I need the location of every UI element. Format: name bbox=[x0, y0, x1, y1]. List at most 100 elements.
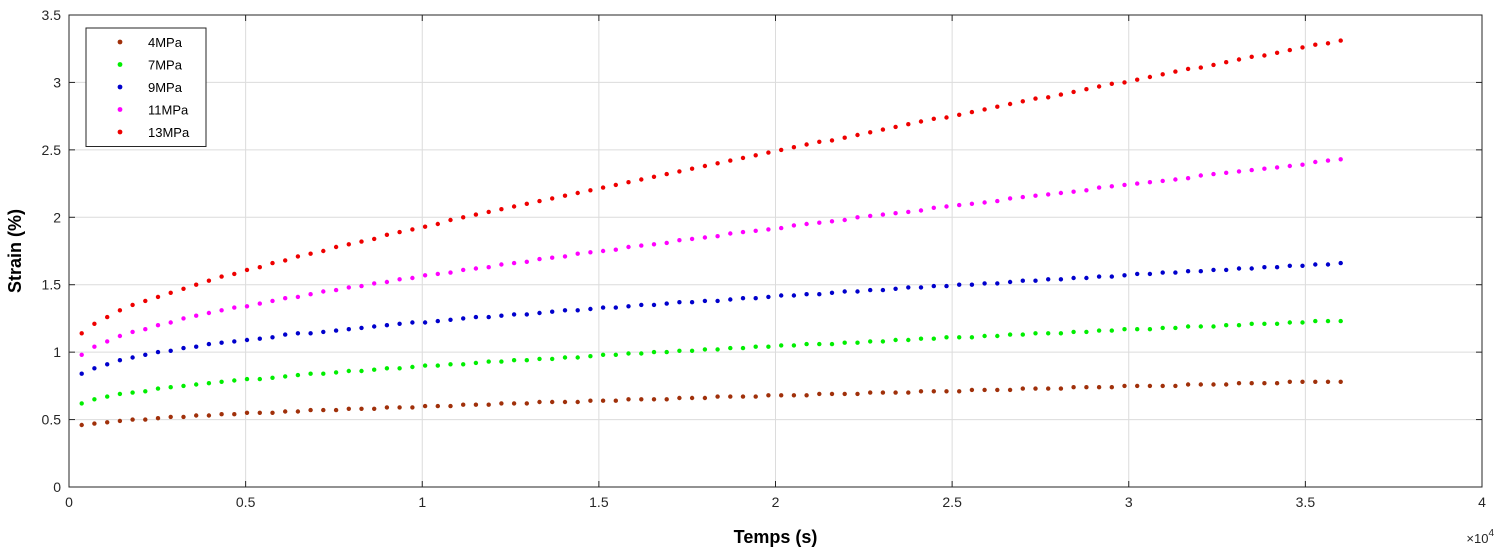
data-point bbox=[575, 190, 580, 196]
data-point bbox=[918, 208, 924, 213]
y-tick-label: 2 bbox=[53, 209, 61, 225]
data-point bbox=[855, 340, 860, 345]
series-13MPa bbox=[79, 38, 1343, 336]
data-point bbox=[588, 398, 593, 403]
data-point bbox=[1033, 331, 1038, 336]
data-point bbox=[244, 304, 250, 309]
data-point bbox=[448, 317, 453, 322]
data-point bbox=[1287, 163, 1293, 169]
data-point bbox=[422, 403, 428, 409]
data-point bbox=[537, 310, 542, 316]
data-point bbox=[944, 283, 949, 289]
data-point bbox=[1338, 260, 1343, 266]
data-point bbox=[473, 314, 479, 320]
data-point bbox=[1122, 383, 1127, 389]
data-point bbox=[1147, 327, 1153, 332]
data-point bbox=[575, 399, 580, 405]
legend-label: 4MPa bbox=[148, 35, 183, 50]
data-point bbox=[957, 335, 962, 340]
data-point bbox=[1185, 176, 1191, 181]
data-point bbox=[1084, 329, 1089, 335]
data-point bbox=[1224, 382, 1229, 387]
data-point bbox=[969, 282, 975, 287]
legend-label: 9MPa bbox=[148, 80, 183, 95]
data-point bbox=[918, 336, 924, 341]
data-point bbox=[944, 204, 949, 209]
data-point bbox=[1147, 383, 1153, 389]
data-point bbox=[537, 399, 542, 405]
x-tick-label: 0.5 bbox=[236, 494, 256, 510]
data-point bbox=[1071, 385, 1076, 390]
x-tick-label: 2 bbox=[772, 494, 780, 510]
data-point bbox=[779, 293, 784, 298]
data-point bbox=[982, 281, 987, 286]
data-point bbox=[79, 401, 84, 406]
data-point bbox=[1236, 323, 1242, 328]
data-point bbox=[969, 387, 975, 393]
data-point bbox=[1046, 277, 1051, 282]
data-point bbox=[486, 359, 491, 364]
data-point bbox=[1071, 89, 1076, 95]
data-point bbox=[728, 297, 733, 302]
data-point bbox=[766, 294, 771, 300]
data-point bbox=[969, 201, 975, 206]
data-point bbox=[931, 389, 936, 394]
data-point bbox=[753, 394, 758, 399]
data-point bbox=[1211, 62, 1216, 68]
data-point bbox=[244, 337, 250, 343]
data-point bbox=[689, 395, 695, 401]
data-point bbox=[1325, 158, 1331, 163]
data-point bbox=[982, 200, 987, 205]
y-tick-label: 2.5 bbox=[42, 142, 62, 158]
data-point bbox=[244, 376, 250, 382]
data-point bbox=[1033, 278, 1038, 283]
data-point bbox=[982, 333, 987, 339]
data-point bbox=[219, 308, 224, 313]
data-point bbox=[461, 402, 466, 407]
data-point bbox=[79, 422, 84, 428]
data-point bbox=[524, 259, 529, 264]
data-point bbox=[92, 421, 97, 426]
data-point bbox=[1262, 265, 1267, 270]
data-point bbox=[1173, 325, 1178, 331]
data-point bbox=[664, 171, 669, 177]
data-point bbox=[232, 378, 237, 383]
data-point bbox=[359, 325, 364, 331]
data-point bbox=[1033, 96, 1038, 101]
data-point bbox=[613, 247, 618, 252]
data-point bbox=[244, 267, 250, 273]
data-point bbox=[842, 289, 847, 294]
data-point bbox=[499, 262, 504, 267]
data-point bbox=[893, 124, 898, 130]
data-point bbox=[689, 236, 695, 242]
data-point bbox=[651, 242, 657, 247]
data-point bbox=[194, 382, 199, 387]
data-point bbox=[257, 265, 262, 270]
data-point bbox=[410, 405, 415, 410]
data-point bbox=[753, 296, 758, 301]
data-point bbox=[779, 393, 784, 398]
data-point bbox=[1173, 69, 1178, 74]
data-point bbox=[779, 225, 784, 231]
data-point bbox=[651, 349, 657, 355]
data-point bbox=[766, 344, 771, 349]
data-point bbox=[295, 409, 301, 414]
data-point bbox=[524, 358, 529, 363]
x-tick-label: 1 bbox=[418, 494, 426, 510]
legend-marker bbox=[117, 107, 123, 112]
data-point bbox=[1096, 84, 1102, 89]
data-point bbox=[206, 278, 212, 283]
data-point bbox=[880, 127, 886, 132]
data-point bbox=[1338, 157, 1343, 162]
y-tick-label: 1.5 bbox=[42, 277, 62, 293]
data-point bbox=[168, 385, 173, 390]
data-point bbox=[1313, 379, 1318, 384]
data-point bbox=[651, 397, 657, 402]
data-point bbox=[1160, 383, 1165, 389]
data-point bbox=[257, 336, 262, 341]
data-point bbox=[486, 314, 491, 320]
data-point bbox=[893, 390, 898, 395]
data-point bbox=[779, 147, 784, 153]
data-point bbox=[219, 340, 224, 345]
data-point bbox=[728, 158, 733, 163]
